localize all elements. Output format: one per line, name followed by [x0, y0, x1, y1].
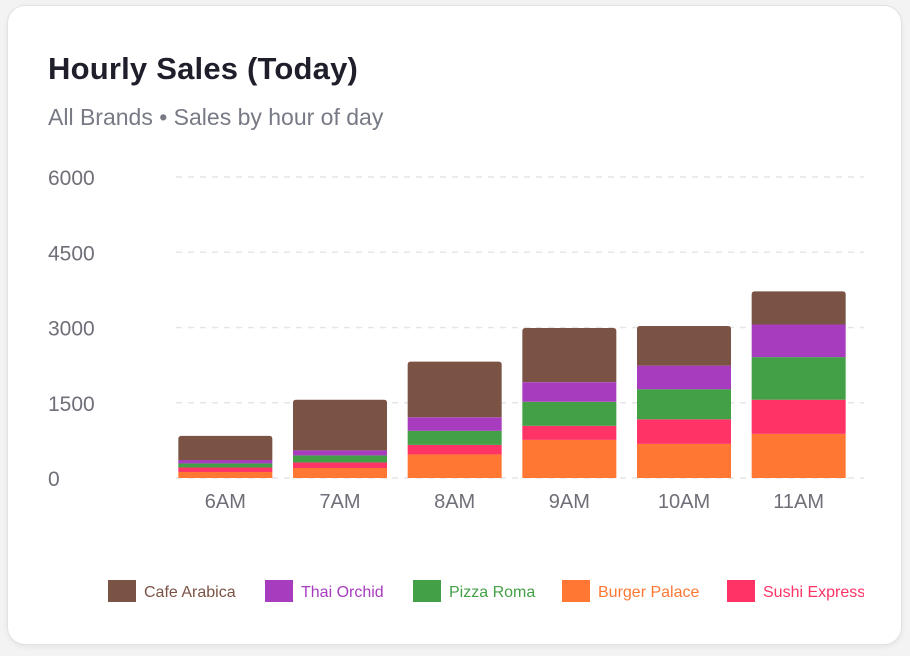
chart-title: Hourly Sales (Today) — [48, 51, 359, 86]
bar-segment-cafe-arabica[interactable] — [637, 325, 731, 366]
legend-swatch — [108, 580, 136, 602]
bar-segment-burger-palace[interactable] — [293, 467, 387, 478]
bar-segment-thai-orchid[interactable] — [407, 417, 502, 431]
y-tick-label: 1500 — [48, 393, 95, 416]
bar-segment-thai-orchid[interactable] — [178, 459, 273, 464]
bar-stack-6am[interactable] — [178, 435, 273, 478]
bar-segment-sushi-express[interactable] — [751, 399, 846, 434]
bar-stack-7am[interactable] — [293, 399, 387, 478]
bar-segment-burger-palace[interactable] — [751, 433, 846, 478]
legend-swatch — [265, 580, 293, 602]
legend-swatch — [413, 580, 441, 602]
legend-item-pizza-roma[interactable]: Pizza Roma — [413, 580, 535, 602]
bar-segment-burger-palace[interactable] — [407, 454, 502, 478]
bar-segment-sushi-express[interactable] — [407, 444, 502, 455]
x-tick-label: 6AM — [205, 491, 246, 513]
y-tick-label: 4500 — [48, 242, 95, 265]
x-tick-label: 10AM — [658, 491, 710, 513]
y-tick-label: 3000 — [48, 318, 95, 341]
x-tick-label: 9AM — [549, 491, 590, 513]
legend-label: Pizza Roma — [449, 584, 535, 601]
bar-segment-pizza-roma[interactable] — [522, 401, 617, 426]
legend-item-sushi-express[interactable]: Sushi Express — [727, 580, 865, 602]
x-tick-label: 8AM — [434, 491, 475, 513]
bar-segment-pizza-roma[interactable] — [178, 463, 273, 468]
bar-segment-cafe-arabica[interactable] — [178, 435, 273, 460]
legend-label: Cafe Arabica — [144, 584, 236, 601]
legend-swatch — [562, 580, 590, 602]
bar-stack-11am[interactable] — [751, 291, 846, 478]
bar-segment-sushi-express[interactable] — [293, 462, 387, 468]
x-tick-label: 11AM — [773, 491, 824, 513]
legend-item-burger-palace[interactable]: Burger Palace — [562, 580, 699, 602]
y-tick-label: 0 — [48, 468, 60, 491]
bar-segment-cafe-arabica[interactable] — [522, 328, 617, 383]
bar-stack-10am[interactable] — [637, 325, 731, 478]
bar-segment-burger-palace[interactable] — [637, 443, 731, 478]
bar-segment-cafe-arabica[interactable] — [751, 291, 846, 325]
y-axis: 0 1500 3000 4500 6000 — [48, 167, 95, 491]
bar-segment-pizza-roma[interactable] — [407, 430, 502, 445]
x-axis: 6AM 7AM 8AM 9AM 10AM 11AM — [205, 491, 824, 513]
bar-segment-sushi-express[interactable] — [637, 419, 731, 444]
legend-label: Thai Orchid — [301, 584, 384, 601]
legend-item-thai-orchid[interactable]: Thai Orchid — [265, 580, 384, 602]
bars — [178, 291, 846, 478]
bar-segment-sushi-express[interactable] — [178, 467, 273, 472]
bar-stack-8am[interactable] — [407, 361, 502, 478]
bar-segment-thai-orchid[interactable] — [751, 324, 846, 358]
legend-label: Burger Palace — [598, 584, 699, 601]
legend-swatch — [727, 580, 755, 602]
bar-segment-thai-orchid[interactable] — [637, 365, 731, 390]
bar-segment-burger-palace[interactable] — [178, 471, 273, 478]
legend-item-cafe-arabica[interactable]: Cafe Arabica — [108, 580, 236, 602]
bar-stack-9am[interactable] — [522, 328, 617, 478]
x-tick-label: 7AM — [319, 491, 360, 513]
chart-subtitle: All Brands • Sales by hour of day — [48, 104, 384, 130]
legend-label: Sushi Express — [763, 584, 865, 601]
bar-segment-pizza-roma[interactable] — [293, 455, 387, 463]
bar-segment-cafe-arabica[interactable] — [407, 361, 502, 418]
bar-segment-pizza-roma[interactable] — [751, 357, 846, 400]
bar-segment-thai-orchid[interactable] — [522, 382, 617, 402]
y-tick-label: 6000 — [48, 167, 95, 190]
bar-segment-pizza-roma[interactable] — [637, 389, 731, 420]
bar-segment-burger-palace[interactable] — [522, 439, 617, 478]
bar-segment-sushi-express[interactable] — [522, 425, 617, 440]
bar-segment-cafe-arabica[interactable] — [293, 399, 387, 451]
legend: Cafe Arabica Thai Orchid Pizza Roma Burger … — [108, 580, 865, 602]
bar-segment-thai-orchid[interactable] — [293, 450, 387, 456]
